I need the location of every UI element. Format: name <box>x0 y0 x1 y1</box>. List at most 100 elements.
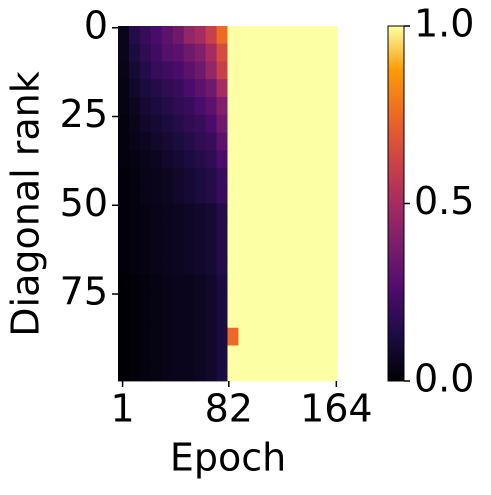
heatmap-cell <box>238 26 250 45</box>
heatmap-cell <box>161 168 174 187</box>
heatmap-cell <box>216 79 228 98</box>
heatmap-cell <box>326 345 338 364</box>
heatmap-cell <box>304 26 316 45</box>
heatmap-cell <box>205 26 217 45</box>
heatmap-cell <box>194 363 206 382</box>
heatmap-cell <box>293 363 305 382</box>
heatmap-cell <box>128 256 141 275</box>
heatmap-cell <box>260 43 272 62</box>
heatmap-cell <box>150 274 163 293</box>
heatmap-cell <box>194 132 206 151</box>
heatmap-cell <box>139 79 152 98</box>
heatmap-cell <box>205 221 217 240</box>
heatmap-cell <box>315 150 327 169</box>
heatmap-cell <box>238 132 250 151</box>
heatmap-cell <box>205 203 217 222</box>
heatmap-cell <box>227 363 239 382</box>
heatmap-cell <box>260 168 272 187</box>
heatmap-cell <box>260 292 272 311</box>
heatmap-cell <box>271 132 283 151</box>
heatmap-cell <box>282 114 294 133</box>
heatmap-cell <box>205 61 217 80</box>
heatmap-cell <box>172 274 185 293</box>
heatmap-cell <box>238 274 250 293</box>
y-tick-label: 75 <box>60 270 108 314</box>
heatmap-cell <box>139 203 152 222</box>
heatmap-cell <box>172 256 185 275</box>
heatmap-cell <box>128 114 141 133</box>
heatmap-cell <box>118 79 130 98</box>
heatmap-cell <box>271 114 283 133</box>
heatmap-cell <box>150 185 163 204</box>
heatmap-cell <box>238 292 250 311</box>
heatmap-cell <box>128 274 141 293</box>
heatmap-cell <box>315 168 327 187</box>
heatmap-cell <box>293 79 305 98</box>
y-tick-label: 0 <box>84 3 108 47</box>
heatmap-cell <box>161 150 174 169</box>
heatmap-cell <box>304 185 316 204</box>
heatmap-cell <box>282 168 294 187</box>
heatmap-cell <box>249 363 261 382</box>
heatmap-cell <box>271 26 283 45</box>
heatmap-cell <box>326 43 338 62</box>
heatmap-cell <box>249 256 261 275</box>
heatmap-cell <box>271 345 283 364</box>
heatmap-cell <box>282 310 294 329</box>
heatmap-cell <box>249 150 261 169</box>
heatmap-cell <box>216 43 228 62</box>
heatmap-cell <box>172 185 185 204</box>
heatmap-cell <box>150 79 163 98</box>
heatmap-cell <box>150 26 163 45</box>
heatmap-cell <box>304 203 316 222</box>
heatmap-cell <box>260 203 272 222</box>
heatmap-cell <box>216 345 228 364</box>
heatmap-cell <box>282 345 294 364</box>
heatmap-cell <box>183 274 196 293</box>
heatmap-cell <box>216 203 228 222</box>
heatmap-cell <box>326 26 338 45</box>
heatmap-cell <box>282 274 294 293</box>
heatmap-cell <box>260 363 272 382</box>
heatmap-cell <box>194 292 206 311</box>
heatmap-cell <box>139 185 152 204</box>
heatmap-cell <box>128 43 141 62</box>
heatmap-cell <box>249 168 261 187</box>
heatmap-cell <box>304 168 316 187</box>
heatmap-cell <box>161 256 174 275</box>
heatmap-cell <box>118 363 130 382</box>
heatmap-cell <box>161 203 174 222</box>
heatmap-cell <box>205 274 217 293</box>
heatmap-cell <box>139 310 152 329</box>
heatmap-cell <box>238 114 250 133</box>
heatmap-cell <box>304 97 316 116</box>
heatmap-cell <box>293 43 305 62</box>
heatmap-cell <box>194 256 206 275</box>
heatmap-cell <box>139 292 152 311</box>
heatmap-cell <box>260 327 272 346</box>
heatmap-cell <box>150 43 163 62</box>
heatmap-cell <box>227 185 239 204</box>
heatmap-cell <box>326 327 338 346</box>
heatmap-cell <box>161 239 174 258</box>
heatmap-cell <box>183 43 196 62</box>
heatmap-cell <box>227 203 239 222</box>
heatmap-cell <box>293 256 305 275</box>
heatmap-cell <box>227 43 239 62</box>
heatmap-cell <box>238 43 250 62</box>
heatmap-cell <box>139 327 152 346</box>
heatmap-cell <box>238 363 250 382</box>
heatmap-cell <box>183 292 196 311</box>
y-tick-label: 25 <box>60 92 108 136</box>
heatmap-cell <box>118 310 130 329</box>
heatmap-cell <box>118 43 130 62</box>
heatmap-cell <box>249 239 261 258</box>
heatmap-cell <box>282 26 294 45</box>
heatmap-cell <box>205 168 217 187</box>
heatmap-cell <box>326 363 338 382</box>
heatmap-cell <box>118 256 130 275</box>
heatmap-cell <box>161 327 174 346</box>
heatmap-cell <box>194 79 206 98</box>
heatmap-cell <box>139 114 152 133</box>
heatmap-cell <box>128 239 141 258</box>
